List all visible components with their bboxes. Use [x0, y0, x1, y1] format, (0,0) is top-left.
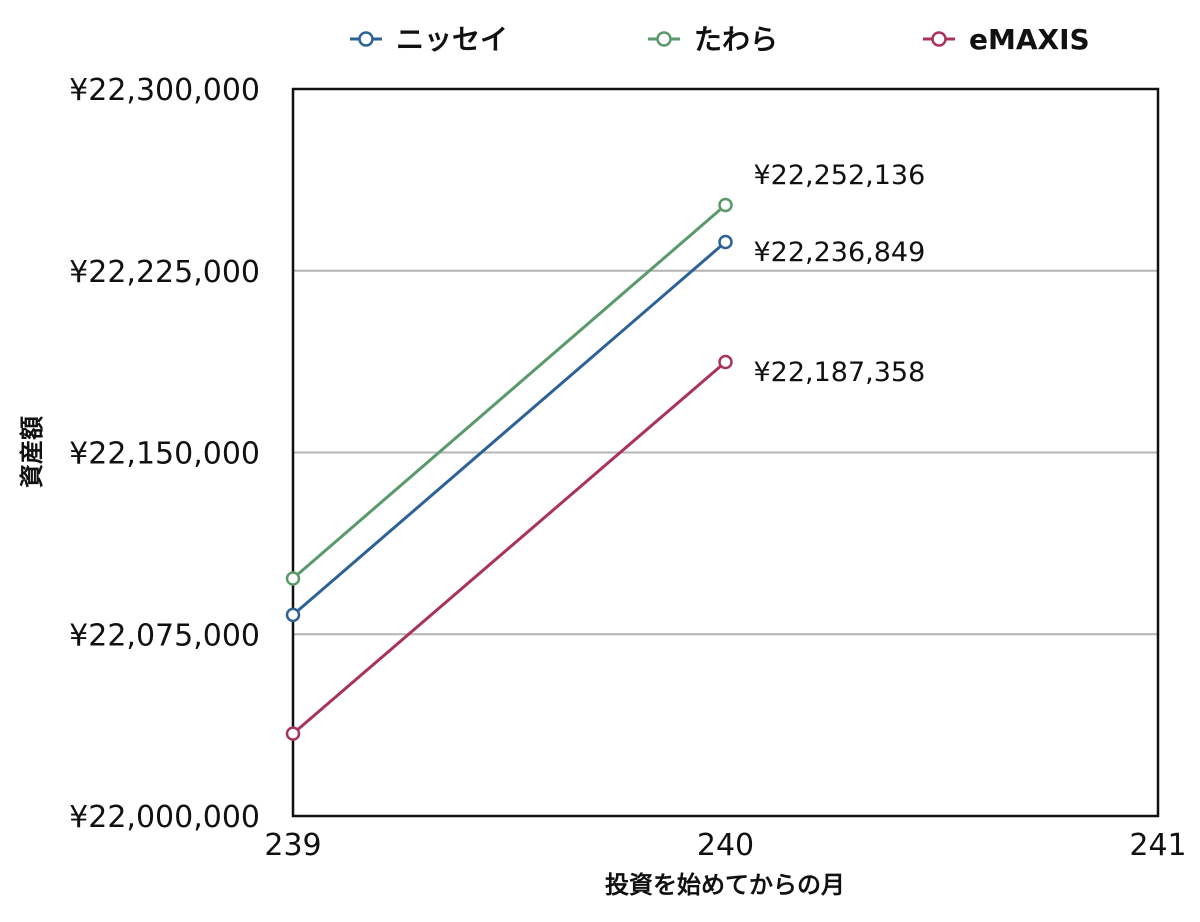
data-point [285, 571, 301, 586]
y-tick-label: ¥22,150,000 [69, 437, 260, 472]
series-line [292, 360, 727, 735]
y-tick-label: ¥22,300,000 [69, 73, 260, 108]
data-point [718, 354, 733, 370]
legend-label: ニッセイ [396, 23, 508, 56]
x-tick-label: 241 [1129, 828, 1186, 863]
y-tick-label: ¥22,000,000 [69, 800, 260, 835]
plot-area-frame [291, 87, 1160, 818]
legend-label: たわら [694, 23, 778, 56]
y-tick-label: ¥22,075,000 [69, 618, 260, 653]
data-label: ¥22,236,849 [754, 237, 926, 268]
data-point [285, 726, 301, 741]
legend-swatch-marker [931, 31, 947, 47]
data-point [285, 607, 301, 623]
y-tick-label: ¥22,225,000 [69, 255, 260, 290]
data-point [718, 197, 733, 213]
legend-swatch-marker [656, 31, 672, 47]
series-line [292, 203, 727, 580]
series-lines [292, 203, 727, 735]
legend-label: eMAXIS [969, 23, 1090, 56]
y-axis-title: 資産額 [18, 416, 46, 488]
data-label: ¥22,187,358 [754, 357, 926, 388]
legend: ニッセイ たわら eMAXIS [350, 23, 1090, 56]
y-axis-ticks: ¥22,000,000 ¥22,075,000 ¥22,150,000 ¥22,225… [69, 73, 260, 835]
series-line [292, 240, 727, 616]
data-point [718, 234, 733, 250]
data-label: ¥22,252,136 [754, 160, 926, 191]
x-tick-label: 239 [264, 828, 321, 863]
series-markers [285, 197, 733, 741]
x-axis-ticks: 239 240 241 [264, 828, 1186, 863]
x-axis-title: 投資を始めてからの月 [605, 871, 845, 899]
x-tick-label: 240 [697, 828, 754, 863]
data-labels: ¥22,236,849 ¥22,252,136 ¥22,187,358 [754, 160, 926, 388]
gridlines [293, 269, 1158, 636]
legend-swatch-marker [358, 31, 374, 47]
